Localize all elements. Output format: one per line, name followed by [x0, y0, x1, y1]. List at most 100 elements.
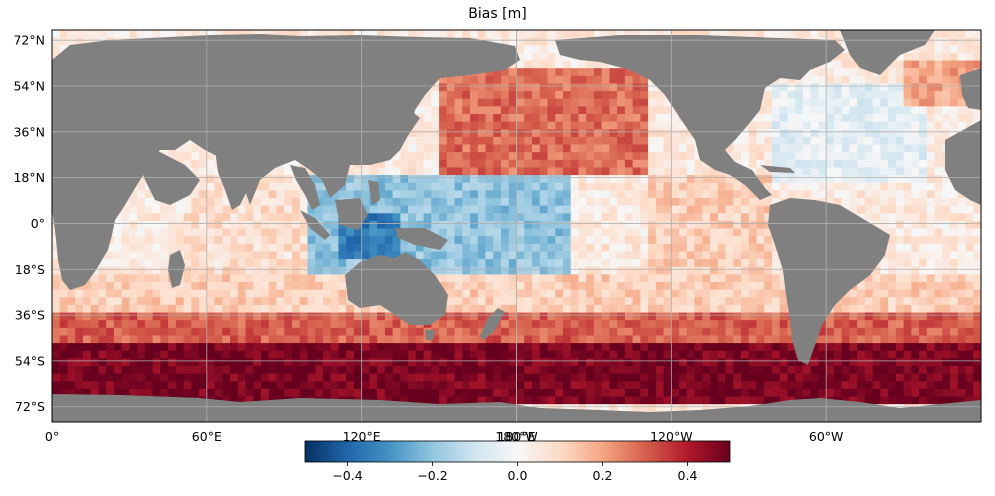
bias-cell	[206, 228, 215, 237]
bias-cell	[547, 213, 556, 222]
bias-cell	[779, 144, 788, 153]
bias-cell	[222, 251, 231, 260]
bias-cell	[624, 282, 634, 291]
bias-cell	[508, 312, 517, 321]
bias-cell	[547, 37, 556, 46]
bias-cell	[795, 190, 804, 199]
bias-cell	[547, 335, 556, 344]
bias-cell	[384, 213, 394, 222]
bias-cell	[911, 45, 920, 54]
bias-cell	[648, 213, 657, 222]
bias-cell	[733, 30, 742, 39]
bias-cell	[206, 190, 215, 199]
bias-cell	[547, 167, 556, 176]
bias-cell	[578, 335, 587, 344]
bias-cell	[586, 83, 595, 92]
bias-cell	[934, 304, 943, 313]
bias-cell	[531, 129, 541, 138]
bias-cell	[841, 297, 850, 306]
bias-cell	[493, 236, 502, 245]
bias-cell	[810, 144, 819, 153]
bias-cell	[624, 343, 634, 352]
bias-cell	[779, 159, 788, 168]
bias-cell	[547, 75, 556, 84]
bias-cell	[454, 114, 463, 123]
bias-cell	[562, 297, 572, 306]
bias-cell	[779, 106, 788, 115]
bias-cell	[841, 106, 850, 115]
bias-cell	[454, 243, 463, 252]
bias-cell	[121, 205, 130, 214]
bias-cell	[764, 335, 773, 344]
bias-cell	[439, 243, 448, 252]
bias-cell	[477, 266, 486, 275]
bias-cell	[601, 304, 610, 313]
bias-cell	[516, 129, 525, 138]
bias-cell	[470, 121, 479, 130]
bias-cell	[671, 320, 680, 329]
bias-cell	[315, 243, 324, 252]
bias-cell	[152, 343, 161, 352]
bias-cell	[802, 144, 812, 153]
bias-cell	[710, 282, 719, 291]
bias-cell	[446, 159, 455, 168]
bias-cell	[818, 129, 827, 138]
bias-cell	[191, 167, 200, 176]
bias-cell	[942, 83, 951, 92]
bias-cell	[539, 98, 548, 107]
bias-cell	[702, 243, 711, 252]
bias-cell	[268, 167, 277, 176]
bias-cell	[508, 83, 517, 92]
bias-cell	[771, 289, 781, 298]
bias-cell	[322, 190, 332, 199]
bias-cell	[144, 198, 154, 207]
bias-cell	[578, 190, 587, 199]
bias-cell	[214, 297, 223, 306]
bias-cell	[841, 182, 850, 191]
bias-cell	[199, 312, 208, 321]
bias-cell	[291, 282, 301, 291]
bias-cell	[408, 30, 417, 39]
bias-cell	[640, 152, 649, 161]
bias-cell	[609, 30, 618, 39]
bias-cell	[632, 228, 641, 237]
bias-cell	[748, 282, 757, 291]
bias-cell	[547, 327, 556, 336]
bias-cell	[849, 98, 858, 107]
bias-cell	[710, 289, 719, 298]
bias-cell	[539, 75, 548, 84]
bias-cell	[276, 175, 285, 184]
bias-cell	[284, 335, 293, 344]
bias-cell	[833, 159, 843, 168]
bias-cell	[423, 259, 432, 268]
bias-cell	[470, 343, 479, 352]
bias-cell	[570, 60, 579, 69]
bias-cell	[764, 106, 773, 115]
bias-cell	[462, 304, 471, 313]
bias-cell	[137, 297, 146, 306]
bias-cell	[609, 259, 618, 268]
bias-cell	[593, 312, 603, 321]
bias-cell	[245, 327, 254, 336]
bias-cell	[779, 327, 788, 336]
bias-cell	[802, 91, 812, 100]
bias-cell	[578, 205, 587, 214]
bias-cell	[686, 297, 695, 306]
bias-cell	[957, 274, 966, 283]
bias-cell	[384, 198, 394, 207]
bias-cell	[268, 312, 277, 321]
bias-cell	[237, 205, 246, 214]
bias-cell	[400, 190, 409, 199]
bias-cell	[872, 282, 881, 291]
bias-cell	[183, 266, 192, 275]
bias-cell	[346, 312, 355, 321]
bias-cell	[756, 159, 765, 168]
bias-cell	[586, 320, 595, 329]
bias-cell	[911, 190, 920, 199]
bias-cell	[593, 213, 603, 222]
bias-cell	[423, 129, 432, 138]
bias-cell	[547, 220, 556, 229]
bias-cell	[501, 205, 510, 214]
bias-cell	[516, 45, 525, 54]
bias-cell	[586, 205, 595, 214]
